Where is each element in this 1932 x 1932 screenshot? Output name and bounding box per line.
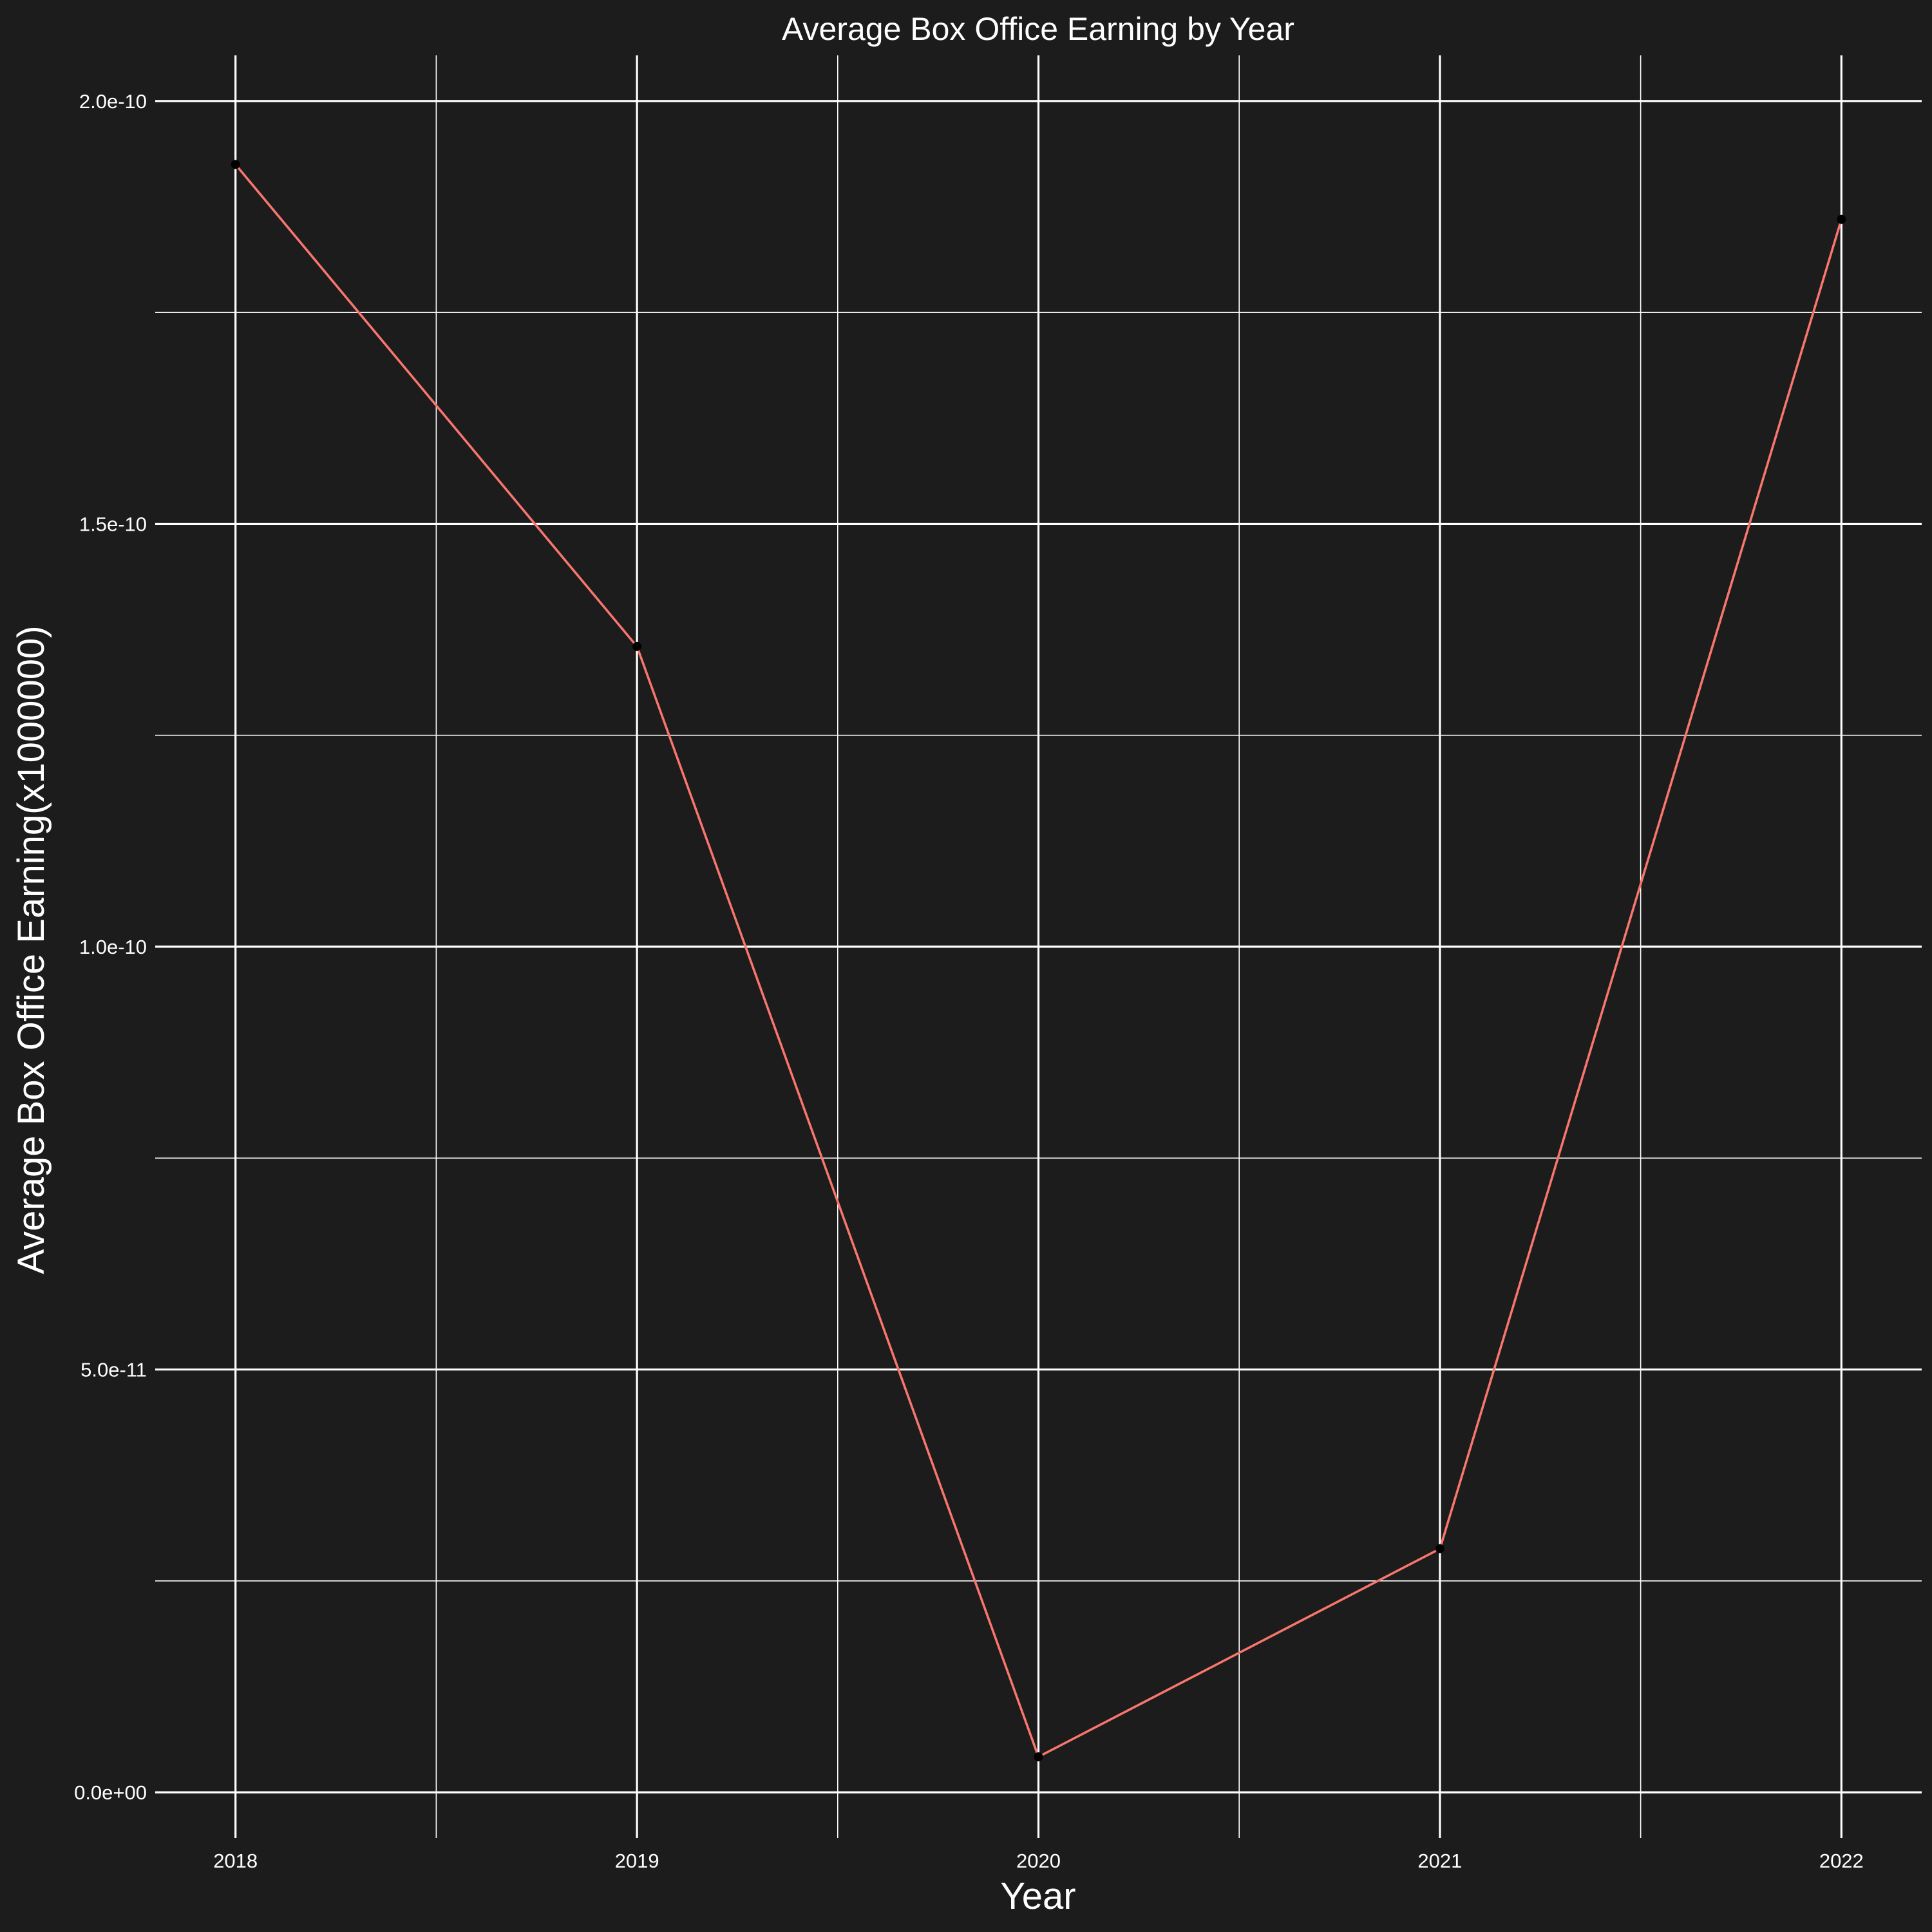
y-tick-label: 1.5e-10 bbox=[79, 513, 147, 535]
x-tick-label: 2020 bbox=[1016, 1850, 1061, 1872]
data-point bbox=[1435, 1544, 1444, 1553]
data-point bbox=[632, 641, 642, 651]
y-tick-label: 5.0e-11 bbox=[80, 1359, 147, 1381]
x-tick-label: 2018 bbox=[213, 1850, 258, 1872]
data-point bbox=[1034, 1752, 1043, 1761]
x-tick-label: 2022 bbox=[1819, 1850, 1864, 1872]
y-tick-label: 1.0e-10 bbox=[79, 936, 147, 958]
x-axis-title: Year bbox=[1000, 1875, 1075, 1917]
data-point bbox=[231, 160, 240, 169]
y-tick-label: 2.0e-10 bbox=[79, 90, 147, 113]
data-point bbox=[1837, 214, 1846, 224]
axis-tick-labels: 2018 2019 2020 2021 2022 0.0e+00 5.0e-11 1.0e-1… bbox=[74, 90, 1864, 1872]
grid-layer bbox=[155, 55, 1922, 1838]
x-tick-label: 2021 bbox=[1417, 1850, 1462, 1872]
series-layer bbox=[231, 160, 1846, 1761]
chart-title: Average Box Office Earning by Year bbox=[782, 11, 1294, 47]
y-axis-title: Average Box Office Earning(x1000000) bbox=[10, 625, 52, 1274]
x-tick-label: 2019 bbox=[615, 1850, 659, 1872]
y-tick-label: 0.0e+00 bbox=[74, 1781, 147, 1804]
